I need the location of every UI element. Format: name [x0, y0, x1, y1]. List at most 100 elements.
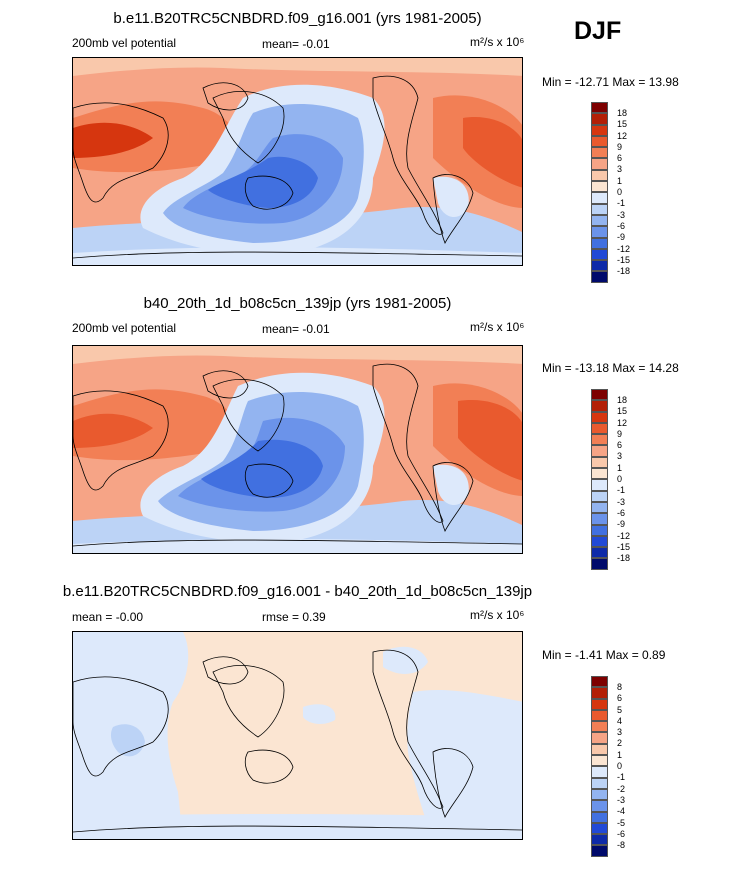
colorbar-tick-label: -3 [617, 496, 626, 507]
colorbar-box [591, 698, 608, 710]
panel-1-units: m²/s x 10⁶ [470, 35, 525, 49]
colorbar-box [591, 389, 608, 401]
colorbar-tick-label: -2 [617, 783, 626, 794]
panel-2-units: m²/s x 10⁶ [470, 320, 525, 334]
colorbar-tick-label: 15 [617, 119, 628, 130]
panel-3-rmse: rmse = 0.39 [262, 610, 326, 624]
colorbar-box [591, 788, 608, 801]
colorbar-tick-label: 9 [617, 141, 623, 152]
panel-3-title: b.e11.B20TRC5CNBDRD.f09_g16.001 - b40_20… [62, 583, 533, 600]
colorbar-box [591, 260, 608, 272]
colorbar-tick-label: -15 [617, 541, 631, 552]
colorbar-tick-label: -1 [617, 772, 626, 783]
colorbar-tick-label: 1 [617, 462, 623, 473]
panel-2-minmax: Min = -13.18 Max = 14.28 [542, 361, 679, 375]
panel-1-minmax: Min = -12.71 Max = 13.98 [542, 75, 679, 89]
panel-1-title: b.e11.B20TRC5CNBDRD.f09_g16.001 (yrs 198… [113, 10, 482, 27]
colorbar-box [591, 169, 608, 182]
colorbar-box [591, 834, 608, 846]
colorbar-tick-label: 4 [617, 715, 623, 726]
colorbar-box [591, 687, 608, 699]
colorbar-tick-label: -3 [617, 209, 626, 220]
panel-2-left-label: 200mb vel potential [72, 321, 177, 335]
colorbar-tick-label: -1 [617, 485, 626, 496]
panel-1-colorbar-labels: 18 15 12 9 6 3 1 0 -1 -3 -6 -9 -12 -15 -… [617, 108, 630, 277]
colorbar-box [591, 558, 608, 570]
colorbar-box [591, 248, 608, 261]
colorbar-tick-label: -6 [617, 220, 626, 231]
colorbar-tick-label: 3 [617, 164, 623, 175]
colorbar-tick-label: 6 [617, 440, 623, 451]
colorbar-tick-label: 0 [617, 187, 623, 198]
colorbar-tick-label: 6 [617, 693, 623, 704]
colorbar-box [591, 721, 608, 733]
colorbar-box [591, 422, 608, 435]
colorbar-box [591, 214, 608, 227]
panel-3-mean: mean = -0.00 [72, 610, 144, 624]
panel-3-minmax: Min = -1.41 Max = 0.89 [542, 648, 666, 662]
colorbar-box [591, 226, 608, 238]
colorbar-tick-label: -15 [617, 254, 631, 265]
colorbar-box [591, 535, 608, 548]
colorbar-tick-label: 12 [617, 417, 628, 428]
season-label: DJF [574, 17, 622, 45]
colorbar-tick-label: 5 [617, 704, 623, 715]
colorbar-tick-label: 18 [617, 395, 628, 405]
colorbar-tick-label: -12 [617, 530, 631, 541]
panel-2-colorbar [591, 389, 608, 570]
colorbar-box [591, 102, 608, 114]
colorbar-tick-label: 8 [617, 682, 623, 692]
colorbar-tick-label: -18 [617, 553, 631, 564]
colorbar-box [591, 113, 608, 125]
colorbar-tick-label: -18 [617, 266, 631, 277]
panel-3-units: m²/s x 10⁶ [470, 608, 525, 622]
colorbar-box [591, 192, 608, 204]
colorbar-box [591, 434, 608, 446]
colorbar-box [591, 135, 608, 148]
panel-3-colorbar [591, 676, 608, 857]
colorbar-box [591, 513, 608, 525]
colorbar-box [591, 547, 608, 559]
colorbar-tick-label: 15 [617, 406, 628, 417]
colorbar-tick-label: -12 [617, 243, 631, 254]
colorbar-tick-label: 1 [617, 175, 623, 186]
colorbar-box [591, 203, 608, 215]
colorbar-tick-label: -9 [617, 519, 626, 530]
colorbar-box [591, 676, 608, 688]
colorbar-box [591, 732, 608, 744]
panel-3-colorbar-labels: 8 6 5 4 3 2 1 0 -1 -2 -3 -4 -5 -6 -8 [617, 682, 625, 851]
colorbar-box [591, 490, 608, 502]
panel-1-contour-map [73, 58, 522, 265]
panel-2-map [72, 345, 523, 554]
colorbar-box [591, 845, 608, 857]
colorbar-tick-label: 2 [617, 738, 623, 749]
panel-2-title: b40_20th_1d_b08c5cn_139jp (yrs 1981-2005… [143, 295, 452, 312]
colorbar-tick-label: -5 [617, 817, 626, 828]
colorbar-box [591, 411, 608, 423]
colorbar-tick-label: 6 [617, 153, 623, 164]
colorbar-box [591, 777, 608, 789]
colorbar-box [591, 709, 608, 722]
panel-1-map [72, 57, 523, 266]
colorbar-tick-label: 0 [617, 474, 623, 485]
colorbar-box [591, 158, 608, 170]
colorbar-box [591, 237, 608, 249]
panel-1-colorbar [591, 102, 608, 283]
colorbar-box [591, 501, 608, 514]
colorbar-tick-label: 0 [617, 761, 623, 772]
panel-2-mean: mean= -0.01 [262, 322, 330, 336]
colorbar-tick-label: 18 [617, 108, 628, 118]
colorbar-tick-label: -4 [617, 806, 626, 817]
colorbar-box [591, 456, 608, 469]
colorbar-box [591, 811, 608, 823]
colorbar-box [591, 479, 608, 491]
colorbar-box [591, 766, 608, 778]
colorbar-tick-label: 12 [617, 130, 628, 141]
colorbar-box [591, 271, 608, 283]
colorbar-tick-label: -1 [617, 198, 626, 209]
colorbar-box [591, 800, 608, 812]
colorbar-tick-label: -6 [617, 828, 626, 839]
colorbar-box [591, 400, 608, 412]
colorbar-box [591, 755, 608, 767]
colorbar-box [591, 822, 608, 835]
